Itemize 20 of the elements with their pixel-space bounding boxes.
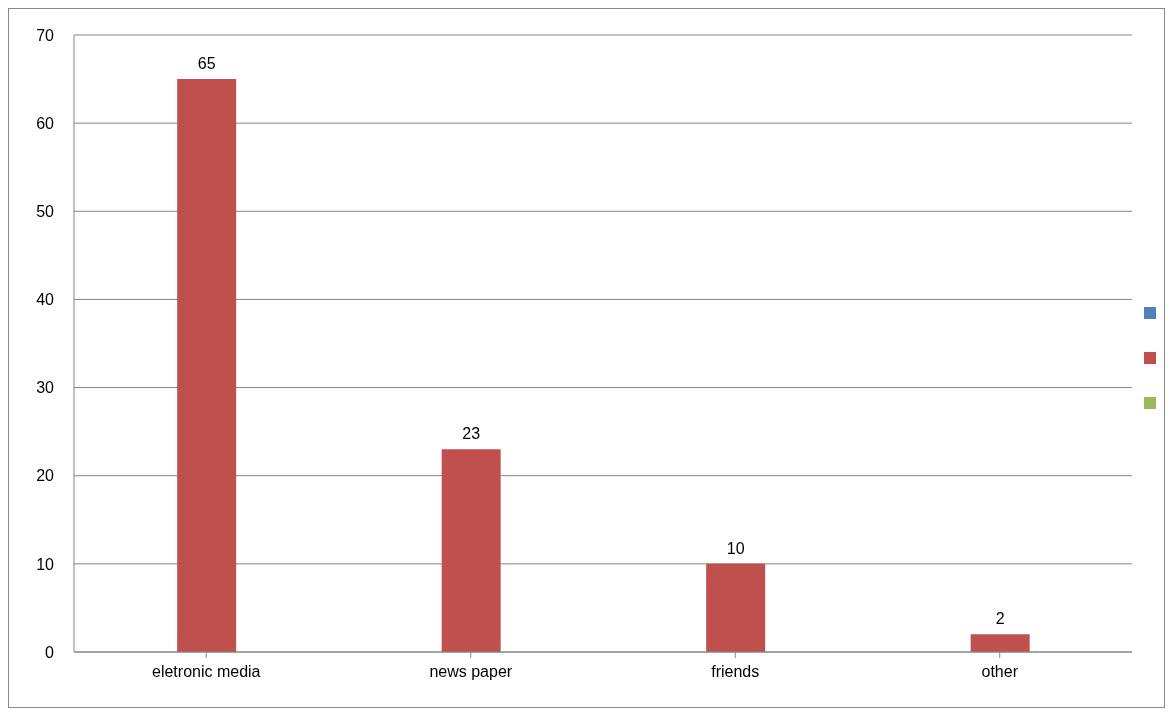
x-tick-label: eletronic media xyxy=(152,663,261,681)
y-tick-label: 40 xyxy=(36,291,55,309)
data-label: 23 xyxy=(462,425,481,443)
x-tick-label: friends xyxy=(711,663,760,681)
y-tick-label: 60 xyxy=(36,114,55,132)
bar xyxy=(441,449,501,652)
data-label: 65 xyxy=(197,55,216,73)
y-tick-label: 50 xyxy=(36,202,55,220)
y-tick-label: 20 xyxy=(36,467,55,485)
bar xyxy=(177,79,237,652)
y-tick-label: 70 xyxy=(36,26,55,44)
x-tick-label: other xyxy=(981,663,1019,681)
y-tick-label: 0 xyxy=(45,643,55,661)
y-tick-label: 30 xyxy=(36,379,55,397)
bar xyxy=(970,634,1030,652)
bar xyxy=(706,563,766,652)
y-tick-label: 10 xyxy=(36,555,55,573)
x-tick-label: news paper xyxy=(429,663,513,681)
data-label: 2 xyxy=(995,610,1005,628)
data-label: 10 xyxy=(726,539,745,557)
